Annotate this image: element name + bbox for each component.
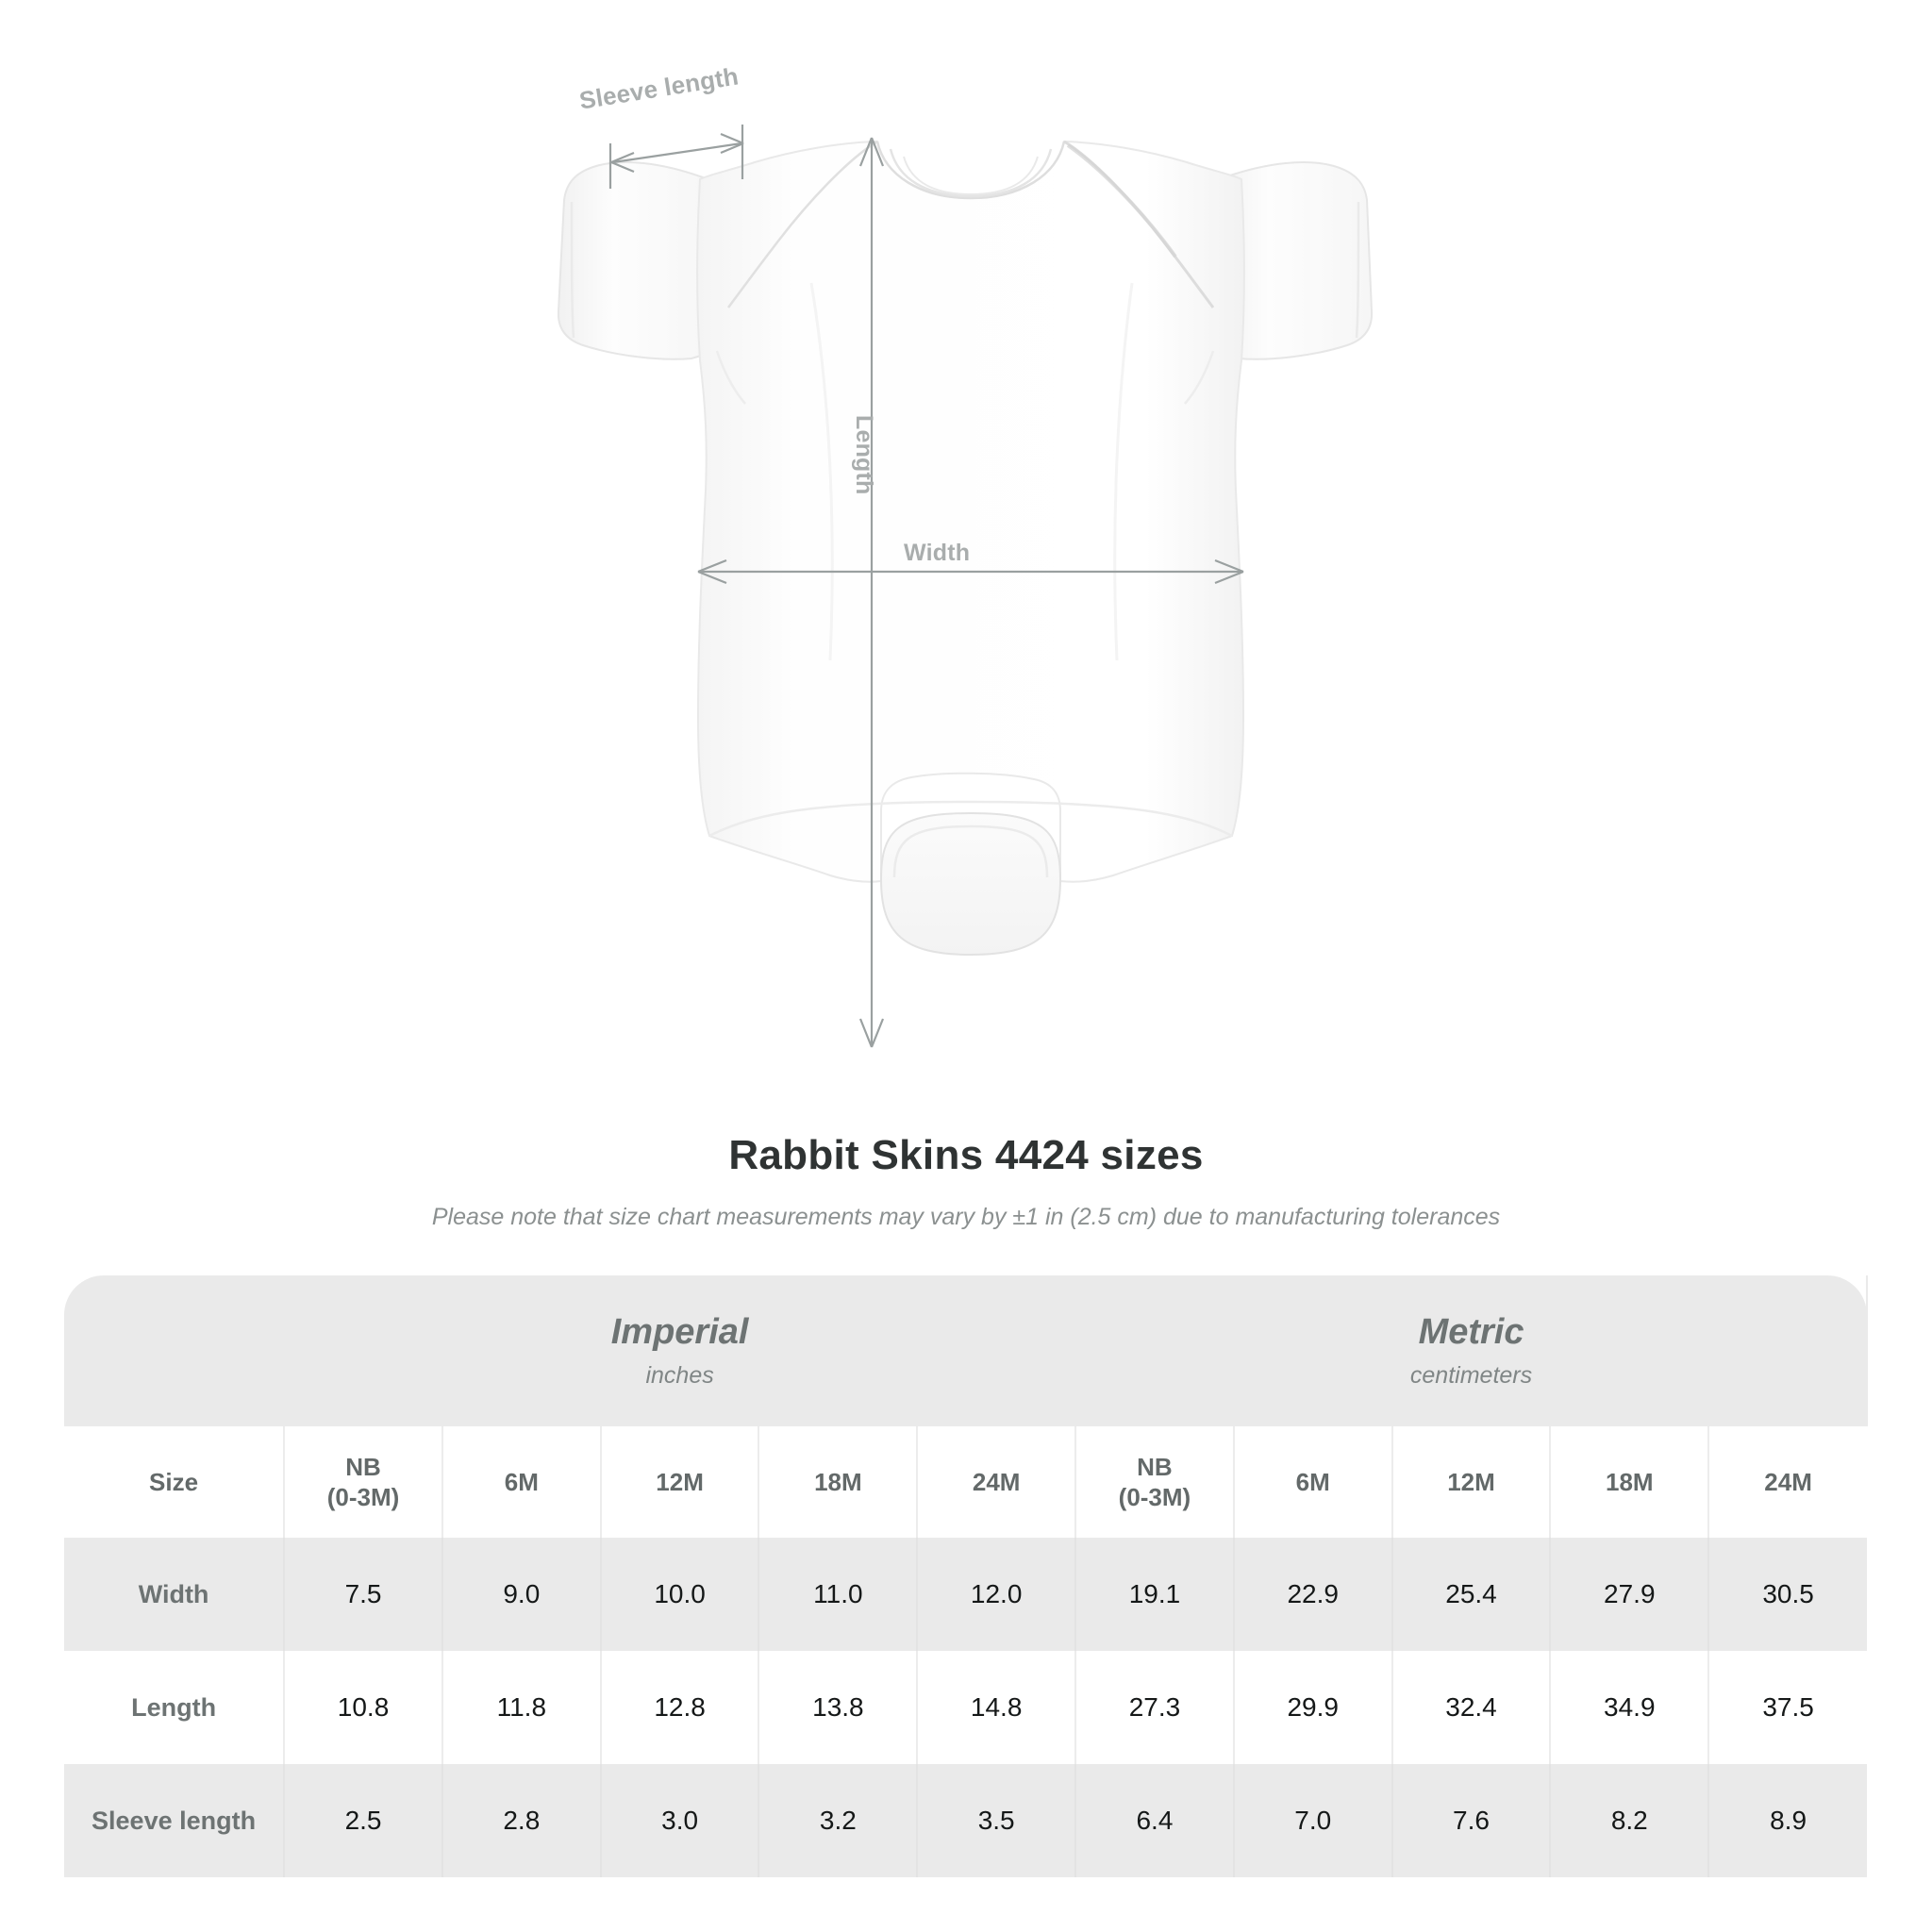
cell-width-4: 12.0 [917,1538,1077,1651]
cell-sleeve-0: 2.5 [284,1764,443,1877]
cell-sleeve-5: 6.4 [1075,1764,1235,1877]
cell-width-9: 30.5 [1708,1538,1867,1651]
header-col-0: NB (0-3M) [284,1426,443,1538]
cell-length-1: 11.8 [441,1651,602,1764]
cell-length-6: 29.9 [1233,1651,1393,1764]
title-block: Rabbit Skins 4424 sizes Please note that… [0,1132,1932,1231]
cell-width-0: 7.5 [284,1538,443,1651]
measurement-lines [608,125,1244,1048]
cell-width-3: 11.0 [758,1538,919,1651]
header-col-9: 24M [1708,1426,1867,1538]
header-col-7: 12M [1391,1426,1552,1538]
cell-width-5: 19.1 [1075,1538,1235,1651]
sleeve-line [612,142,742,164]
cell-width-7: 25.4 [1391,1538,1552,1651]
header-col-4: 24M [917,1426,1077,1538]
unit-name-imperial: Imperial [610,1311,749,1352]
row-label-length: Length [64,1651,286,1764]
cell-width-2: 10.0 [600,1538,760,1651]
cell-sleeve-9: 8.9 [1708,1764,1867,1877]
cell-sleeve-4: 3.5 [917,1764,1077,1877]
unit-name-metric: Metric [1418,1311,1524,1352]
cell-width-6: 22.9 [1233,1538,1393,1651]
length-dimension-label: Length [851,415,877,495]
header-col-5-line1: NB [1137,1452,1173,1481]
unit-group-metric: Metric centimeters [1075,1275,1868,1426]
cell-length-7: 32.4 [1391,1651,1552,1764]
unit-band-row: Imperial inches Metric centimeters [64,1275,1868,1426]
cell-sleeve-2: 3.0 [600,1764,760,1877]
table-row: Sleeve length 2.5 2.8 3.0 3.2 3.5 6.4 7.… [64,1764,1867,1877]
cell-length-0: 10.8 [284,1651,443,1764]
header-col-0-line2: (0-3M) [326,1483,400,1511]
cell-sleeve-6: 7.0 [1233,1764,1393,1877]
cell-length-2: 12.8 [600,1651,760,1764]
cell-sleeve-8: 8.2 [1550,1764,1710,1877]
cell-length-3: 13.8 [758,1651,919,1764]
header-col-5: NB (0-3M) [1075,1426,1235,1538]
row-label-width: Width [64,1538,286,1651]
table-row: Width 7.5 9.0 10.0 11.0 12.0 19.1 22.9 2… [64,1538,1867,1651]
unit-band-spacer [64,1275,286,1426]
size-header-row: Size NB (0-3M) 6M 12M 18M 24M NB (0-3M) … [64,1426,1867,1538]
size-chart-container: Imperial inches Metric centimeters Size … [64,1275,1868,1877]
unit-sub-metric: centimeters [1409,1362,1533,1390]
header-col-8: 18M [1550,1426,1710,1538]
header-col-1: 6M [441,1426,602,1538]
header-col-3: 18M [758,1426,919,1538]
unit-sub-imperial: inches [645,1362,714,1390]
header-col-5-line2: (0-3M) [1118,1483,1191,1511]
cell-width-8: 27.9 [1550,1538,1710,1651]
table-row: Length 10.8 11.8 12.8 13.8 14.8 27.3 29.… [64,1651,1867,1764]
cell-width-1: 9.0 [441,1538,602,1651]
header-size: Size [64,1426,286,1538]
cell-sleeve-7: 7.6 [1391,1764,1552,1877]
garment-shape [557,140,1374,957]
size-chart-table: Imperial inches Metric centimeters Size … [64,1275,1868,1877]
cell-sleeve-3: 3.2 [758,1764,919,1877]
tolerance-note: Please note that size chart measurements… [431,1204,1501,1230]
cell-length-8: 34.9 [1550,1651,1710,1764]
cell-length-5: 27.3 [1075,1651,1235,1764]
header-col-0-line1: NB [345,1452,381,1481]
cell-length-9: 37.5 [1708,1651,1867,1764]
garment-illustration: Sleeve length Length Width [557,61,1374,1048]
row-label-sleeve-length: Sleeve length [64,1764,286,1877]
bodysuit-diagram [557,125,1374,1048]
page-title: Rabbit Skins 4424 sizes [728,1132,1204,1178]
cell-sleeve-1: 2.8 [441,1764,602,1877]
header-col-6: 6M [1233,1426,1393,1538]
unit-group-imperial: Imperial inches [284,1275,1077,1426]
cell-length-4: 14.8 [917,1651,1077,1764]
width-dimension-label: Width [904,540,971,566]
header-col-2: 12M [600,1426,760,1538]
